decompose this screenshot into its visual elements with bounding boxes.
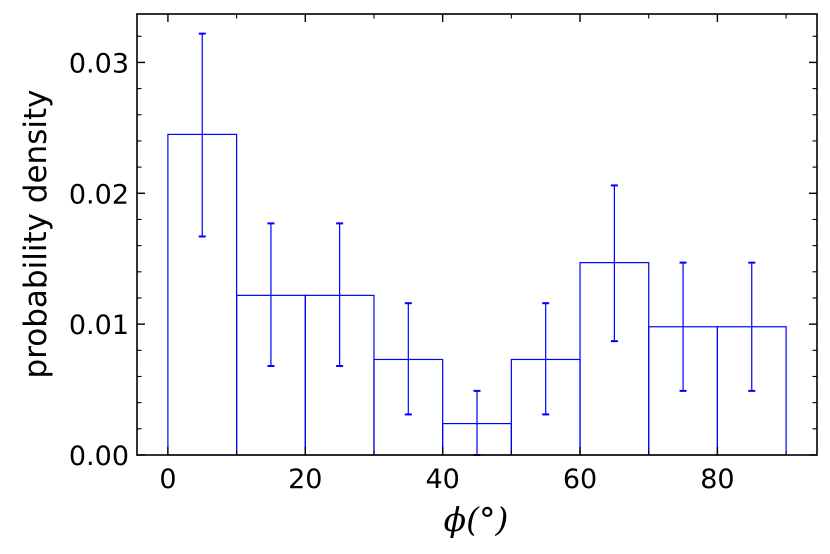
- error-bar: [336, 222, 344, 368]
- error-bars: [198, 32, 756, 456]
- y-tick-label: 0.01: [69, 310, 129, 341]
- error-bar: [610, 184, 618, 343]
- x-axis-label: ϕ(°): [444, 500, 509, 539]
- error-bar: [404, 302, 412, 416]
- x-tick-label: 60: [563, 464, 597, 495]
- x-tick-label: 20: [288, 464, 322, 495]
- y-axis-label: probability density: [18, 90, 54, 379]
- error-bar: [542, 302, 550, 416]
- axis-ticks: [137, 14, 817, 456]
- y-tick-labels: 0.00 0.01 0.02 0.03: [69, 48, 129, 472]
- y-tick-label: 0.02: [69, 179, 129, 210]
- error-bar: [748, 261, 756, 392]
- plot-frame: [136, 13, 818, 456]
- x-tick-label: 40: [425, 464, 459, 495]
- error-bar: [679, 261, 687, 392]
- error-bar: [198, 32, 206, 238]
- y-tick-label: 0.03: [69, 48, 129, 79]
- y-tick-label: 0.00: [69, 441, 129, 472]
- x-tick-labels: 0 20 40 60 80: [159, 464, 734, 495]
- error-bar: [473, 389, 481, 456]
- x-tick-label: 0: [159, 464, 176, 495]
- x-tick-label: 80: [700, 464, 734, 495]
- error-bar: [267, 222, 275, 368]
